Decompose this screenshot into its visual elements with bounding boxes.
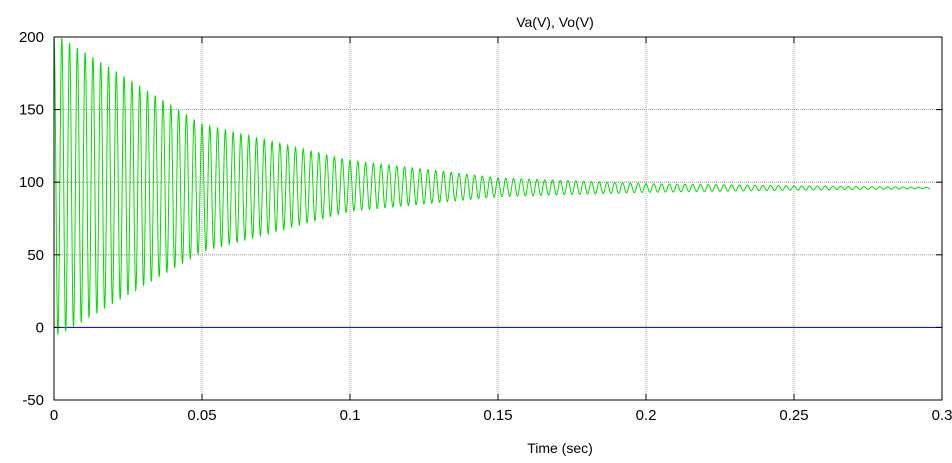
x-tick-label: 0.3 — [932, 407, 952, 424]
series-line-oscillation — [53, 36, 931, 335]
y-tick-label: 200 — [19, 29, 44, 46]
y-tick-label: -50 — [22, 392, 44, 409]
series-layer — [53, 36, 942, 335]
x-tick-label: 0.15 — [483, 407, 512, 424]
x-axis-label: Time (sec) — [527, 440, 593, 456]
axis-ticks: 0 0.05 0.1 0.15 0.2 0.25 0.3 -50 0 50 100 150 200 — [19, 29, 952, 424]
x-tick-label: 0.05 — [187, 407, 216, 424]
plot-frame — [53, 36, 943, 401]
chart-title: Va(V), Vo(V) — [516, 14, 594, 30]
y-tick-label: 50 — [27, 247, 44, 264]
y-tick-label: 0 — [36, 319, 44, 336]
x-tick-label: 0 — [50, 407, 58, 424]
y-tick-label: 100 — [19, 174, 44, 191]
x-tick-label: 0.1 — [340, 407, 361, 424]
x-tick-label: 0.25 — [779, 407, 808, 424]
x-tick-label: 0.2 — [636, 407, 657, 424]
y-tick-label: 150 — [19, 102, 44, 119]
